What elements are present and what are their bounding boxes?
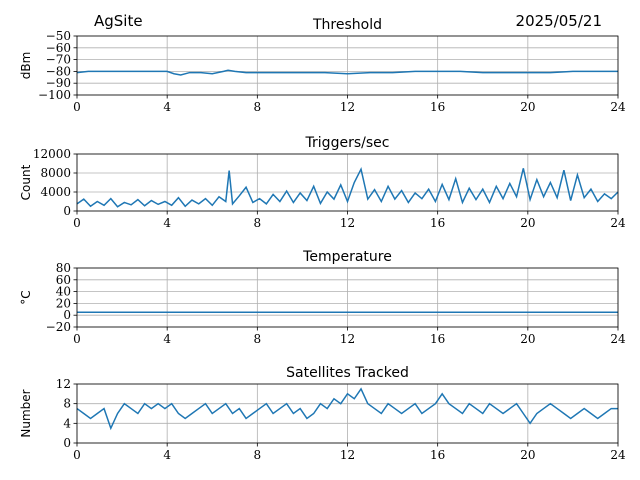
x-tick-label: 12 [340,216,355,230]
y-tick-label: −100 [38,88,71,102]
date-label: 2025/05/21 [515,12,602,30]
y-tick-label: 0 [63,436,71,450]
x-tick-label: 8 [254,100,262,114]
y-tick-label: −90 [46,76,71,90]
y-tick-label: 4 [63,416,71,430]
x-tick-label: 16 [430,448,445,462]
y-tick-label: −20 [46,320,71,334]
x-tick-label: 8 [254,448,262,462]
y-tick-label: 12 [56,377,71,391]
y-tick-label: 12000 [33,147,71,161]
y-tick-label: 8 [63,397,71,411]
y-tick-label: −70 [46,53,71,67]
x-tick-label: 16 [430,332,445,346]
x-tick-label: 0 [73,448,81,462]
x-tick-label: 4 [163,448,171,462]
x-tick-label: 24 [610,216,626,230]
site-label: AgSite [94,12,143,30]
x-tick-label: 24 [610,448,626,462]
x-tick-label: 20 [520,216,535,230]
panel-title-2: Triggers/sec [305,135,390,151]
x-tick-label: 12 [340,448,355,462]
x-tick-label: 24 [610,332,626,346]
y-tick-label: 4000 [40,185,71,199]
x-tick-label: 12 [340,100,355,114]
x-tick-label: 0 [73,100,81,114]
x-tick-label: 8 [254,332,262,346]
y-tick-label: 80 [56,261,71,275]
x-tick-label: 8 [254,216,262,230]
panel-title-4: Satellites Tracked [286,365,409,381]
y-axis-label-3: °C [19,290,33,304]
x-tick-label: 20 [520,448,535,462]
y-tick-label: 60 [56,273,71,287]
series-line-1 [76,69,618,76]
y-tick-label: −80 [46,64,71,78]
y-axis-label-1: dBm [19,52,33,80]
y-tick-label: 20 [56,296,71,310]
panel-title-1: Threshold [312,17,382,33]
x-tick-label: 20 [520,100,535,114]
series-line-2 [76,167,619,208]
x-tick-label: 4 [163,100,171,114]
x-tick-label: 16 [430,216,445,230]
y-tick-label: 0 [63,204,71,218]
y-axis-label-2: Count [19,164,33,200]
series-line-4 [76,387,618,431]
y-tick-label: −60 [46,41,71,55]
y-tick-label: 40 [56,285,71,299]
x-tick-label: 4 [163,216,171,230]
y-tick-label: −50 [46,29,71,43]
y-tick-label: 0 [63,308,71,322]
x-tick-label: 4 [163,332,171,346]
y-tick-label: 8000 [40,166,71,180]
x-tick-label: 20 [520,332,535,346]
x-tick-label: 0 [73,332,81,346]
x-tick-label: 0 [73,216,81,230]
x-tick-label: 12 [340,332,355,346]
x-tick-label: 24 [610,100,626,114]
x-tick-label: 16 [430,100,445,114]
panel-title-3: Temperature [302,249,392,265]
y-axis-label-4: Number [19,389,33,437]
